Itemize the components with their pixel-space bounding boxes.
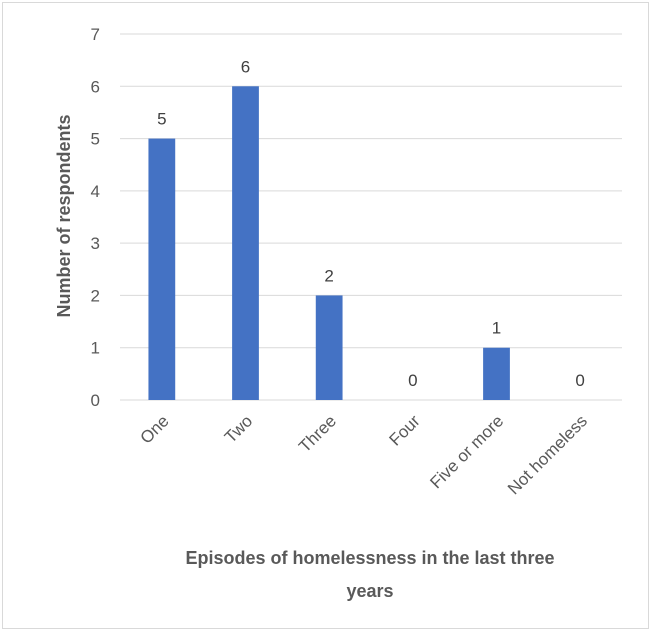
- y-tick-label: 6: [91, 77, 100, 96]
- data-label: 0: [408, 371, 417, 390]
- y-tick-label: 2: [91, 286, 100, 305]
- data-label: 1: [492, 319, 501, 338]
- y-tick-label: 1: [91, 339, 100, 358]
- x-tick-label: Two: [221, 411, 256, 446]
- data-label: 6: [241, 57, 250, 76]
- bar-one: [148, 138, 176, 401]
- x-axis-title-line-2: years: [346, 581, 393, 601]
- x-tick-label: Not homeless: [504, 411, 591, 498]
- bar-two: [232, 86, 259, 401]
- bar-five-or-more: [483, 347, 510, 400]
- data-label: 5: [157, 110, 166, 129]
- y-tick-label: 0: [91, 391, 100, 410]
- y-tick-label: 3: [91, 234, 100, 253]
- x-tick-label: Four: [386, 411, 424, 449]
- y-tick-label: 5: [91, 130, 100, 149]
- data-label: 0: [575, 371, 584, 390]
- x-tick-label: One: [136, 411, 172, 447]
- x-tick-label: Five or more: [426, 411, 507, 492]
- y-tick-label: 4: [91, 182, 100, 201]
- x-tick-label: Three: [295, 411, 340, 456]
- bar-three: [315, 295, 343, 400]
- x-axis-title-line-1: Episodes of homelessness in the last thr…: [185, 548, 554, 568]
- y-axis-title: Number of respondents: [54, 114, 74, 317]
- y-tick-label: 7: [91, 25, 100, 44]
- data-label: 2: [324, 266, 333, 285]
